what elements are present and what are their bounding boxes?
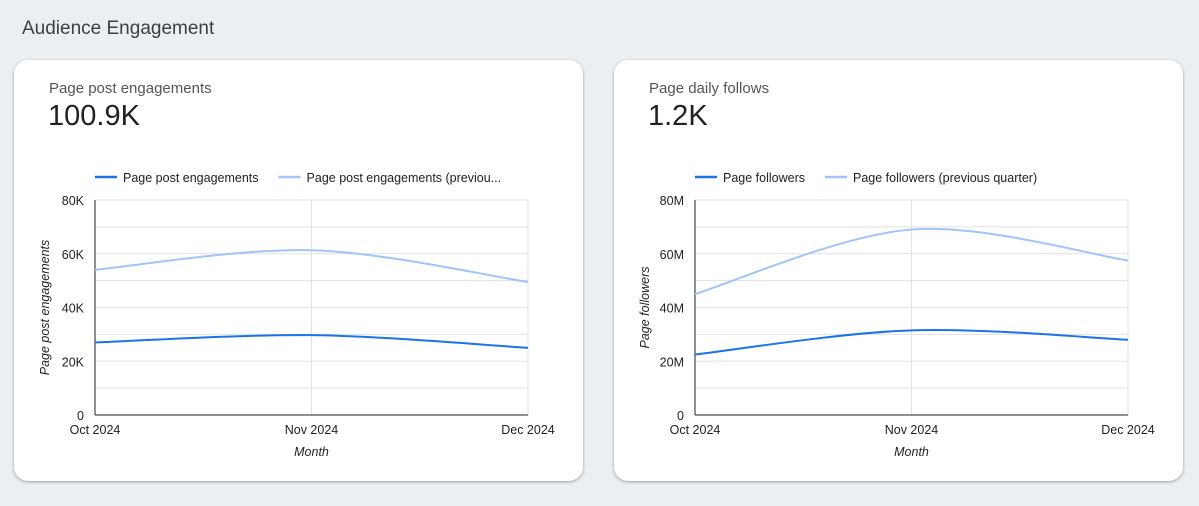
y-tick-label: 80M	[660, 194, 684, 208]
x-tick-label: Dec 2024	[501, 423, 555, 437]
x-tick-label: Nov 2024	[285, 423, 339, 437]
x-tick-label: Oct 2024	[70, 423, 121, 437]
page-title: Audience Engagement	[22, 18, 215, 39]
y-tick-label: 60K	[62, 248, 85, 262]
y-tick-label: 40K	[62, 302, 85, 316]
legend-label: Page followers (previous quarter)	[853, 171, 1037, 185]
metric-name: Page daily follows	[649, 80, 770, 97]
follows-card: Page daily follows 1.2K Oct 2024 Nov 2024…	[614, 60, 1183, 481]
y-tick-label: 0	[677, 409, 684, 423]
x-axis-label: Month	[894, 445, 929, 459]
y-axis-label: Page post engagements	[38, 240, 52, 376]
series-line	[94, 249, 529, 283]
series-line	[694, 227, 1129, 296]
metric-name: Page post engagements	[49, 80, 212, 97]
x-tick-label: Oct 2024	[670, 423, 721, 437]
y-tick-label: 80K	[62, 194, 85, 208]
y-tick-label: 20K	[62, 355, 85, 369]
metric-value: 100.9K	[48, 100, 140, 132]
engagements-chart: Oct 2024 Nov 2024 Dec 2024 0 20K 40K 60K 80K Mon…	[38, 171, 555, 459]
series-line	[694, 328, 1129, 356]
y-axis-label: Page followers	[638, 267, 652, 349]
legend-label: Page post engagements	[123, 171, 259, 185]
x-tick-label: Nov 2024	[885, 423, 939, 437]
y-tick-label: 60M	[660, 248, 684, 262]
engagements-card: Page post engagements 100.9K Oct 2024 Nov…	[14, 60, 583, 481]
y-tick-label: 20M	[660, 355, 684, 369]
x-axis-label: Month	[294, 445, 329, 459]
legend-label: Page post engagements (previou...	[307, 171, 502, 185]
metric-value: 1.2K	[648, 100, 708, 132]
y-tick-label: 0	[77, 409, 84, 423]
y-tick-label: 40M	[660, 302, 684, 316]
x-tick-label: Dec 2024	[1101, 423, 1155, 437]
legend-label: Page followers	[723, 171, 805, 185]
series-line	[94, 334, 529, 349]
follows-chart: Oct 2024 Nov 2024 Dec 2024 0 20M 40M 60M 80M Mon…	[638, 171, 1155, 459]
